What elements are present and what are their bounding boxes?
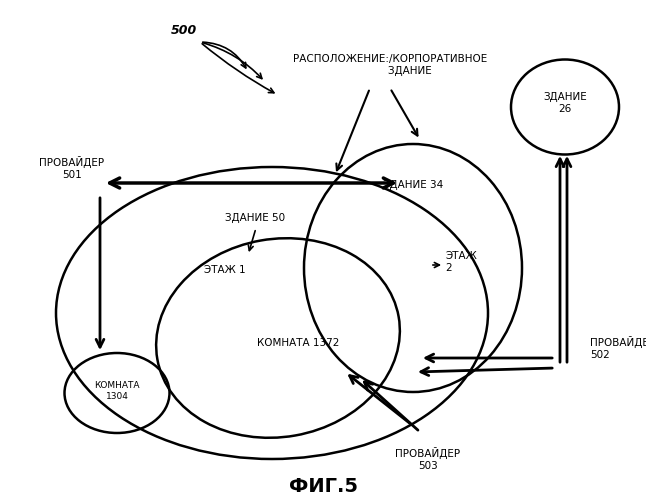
FancyArrowPatch shape	[202, 44, 274, 93]
FancyArrowPatch shape	[349, 376, 410, 424]
Text: КОМНАТА 1372: КОМНАТА 1372	[257, 338, 339, 348]
FancyArrowPatch shape	[556, 159, 564, 362]
Text: ФИГ.5: ФИГ.5	[289, 476, 357, 496]
Text: ЗДАНИЕ
26: ЗДАНИЕ 26	[543, 92, 587, 114]
FancyArrowPatch shape	[96, 198, 104, 347]
Text: 500: 500	[171, 24, 197, 36]
Text: ЭТАЖ
2: ЭТАЖ 2	[445, 251, 477, 273]
FancyArrowPatch shape	[203, 42, 245, 68]
Text: ПРОВАЙДЕР
502: ПРОВАЙДЕР 502	[590, 336, 646, 360]
FancyArrowPatch shape	[426, 354, 552, 362]
FancyArrowPatch shape	[433, 262, 439, 268]
FancyArrowPatch shape	[421, 368, 552, 376]
FancyArrowPatch shape	[563, 159, 571, 362]
FancyArrowPatch shape	[364, 382, 418, 430]
Text: ПРОВАЙДЕР
503: ПРОВАЙДЕР 503	[395, 447, 461, 470]
FancyArrowPatch shape	[248, 230, 255, 250]
FancyArrowPatch shape	[337, 90, 369, 170]
Text: РАСПОЛОЖЕНИЕ:/КОРПОРАТИВНОЕ
            ЗДАНИЕ: РАСПОЛОЖЕНИЕ:/КОРПОРАТИВНОЕ ЗДАНИЕ	[293, 54, 487, 76]
Text: ПРОВАЙДЕР
501: ПРОВАЙДЕР 501	[39, 156, 105, 180]
FancyArrowPatch shape	[391, 90, 417, 136]
FancyArrowPatch shape	[203, 42, 262, 78]
Text: ЗДАНИЕ 34: ЗДАНИЕ 34	[383, 180, 443, 190]
Text: КОМНАТА
1304: КОМНАТА 1304	[94, 382, 140, 400]
Text: ЭТАЖ 1: ЭТАЖ 1	[204, 265, 246, 275]
Text: ЗДАНИЕ 50: ЗДАНИЕ 50	[225, 213, 285, 223]
